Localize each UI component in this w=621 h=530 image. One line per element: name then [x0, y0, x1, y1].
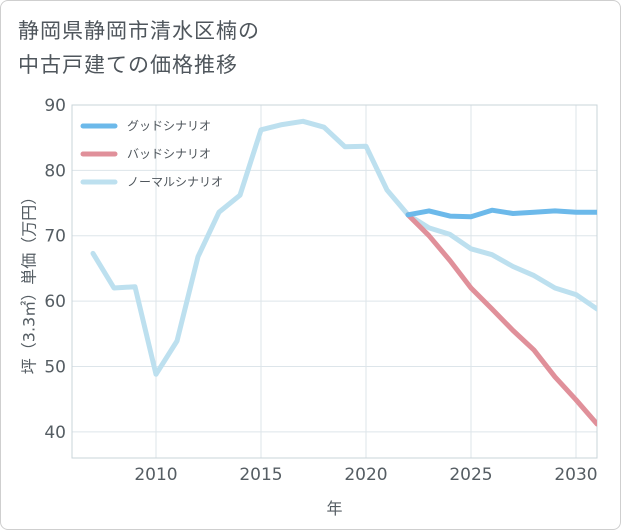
chart-title: 静岡県静岡市清水区楠の 中古戸建ての価格推移 [18, 14, 260, 82]
y-tick-label: 70 [44, 227, 66, 247]
legend-label-1: バッドシナリオ [127, 147, 211, 161]
series-line-0 [405, 207, 597, 220]
y-tick-label: 90 [44, 96, 66, 116]
x-tick-label: 2020 [344, 465, 387, 485]
y-tick-label: 40 [44, 423, 66, 443]
legend-label-2: ノーマルシナリオ [127, 175, 223, 189]
x-axis-ticks: 2010 2015 2020 2025 2030 [134, 465, 597, 485]
series-layer [90, 118, 597, 427]
y-axis-ticks: 40 50 60 70 80 90 [44, 96, 66, 443]
chart-title-line-1: 静岡県静岡市清水区楠の [18, 19, 260, 43]
plot-frame [71, 104, 598, 459]
series-line-2 [90, 118, 597, 377]
y-tick-label: 60 [44, 292, 66, 312]
x-tick-label: 2025 [449, 465, 492, 485]
x-axis-title: 年 [326, 499, 342, 518]
y-tick-label: 80 [44, 161, 66, 181]
y-axis-title: 坪（3.3㎡）単価（万円） [20, 189, 39, 374]
y-tick-label: 50 [44, 357, 66, 377]
series-line-1 [405, 212, 597, 427]
grid [72, 104, 597, 458]
x-tick-label: 2010 [134, 465, 177, 485]
x-tick-label: 2030 [554, 465, 597, 485]
x-tick-label: 2015 [239, 465, 282, 485]
legend-label-0: グッドシナリオ [127, 119, 211, 133]
chart-title-line-2: 中古戸建ての価格推移 [18, 53, 238, 77]
